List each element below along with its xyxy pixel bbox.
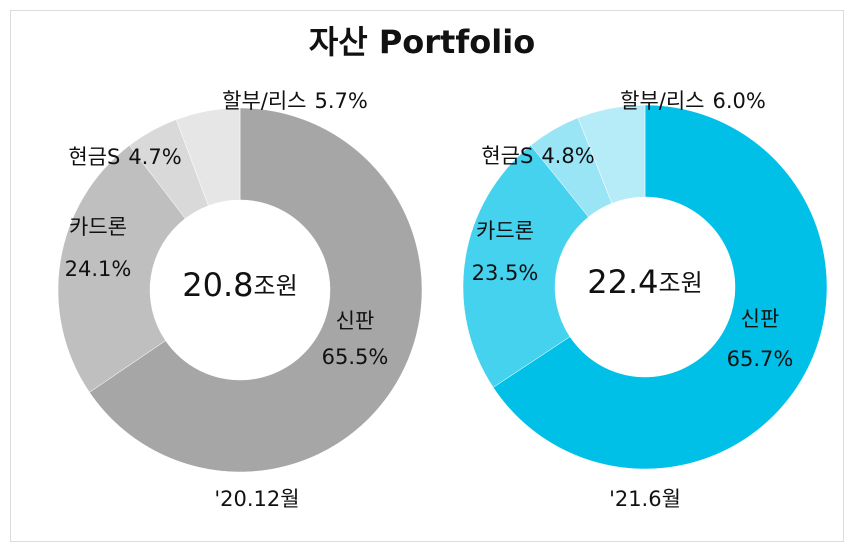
center-unit: 조원	[254, 272, 298, 300]
segment-name: 신판	[336, 309, 375, 333]
segment-name: 할부/리스	[620, 89, 704, 113]
chart-caption: '20.12월	[214, 487, 299, 511]
segment-label: 할부/리스 5.7%	[222, 89, 368, 113]
donut-segment	[492, 104, 828, 470]
donut-segment	[462, 144, 589, 388]
chart-title: 자산 Portfolio	[309, 23, 535, 61]
segment-name: 신판	[741, 307, 780, 331]
segment-name: 현금S	[68, 145, 120, 169]
segment-label: 현금S 4.7%	[68, 145, 181, 169]
segment-value: 5.7%	[315, 89, 368, 113]
chart-caption: '21.6월	[609, 487, 681, 511]
segment-value: 6.0%	[713, 89, 766, 113]
segment-value: 65.5%	[322, 345, 389, 369]
segment-value: 4.8%	[541, 144, 594, 168]
segment-label: 현금S 4.8%	[481, 144, 594, 168]
frame	[10, 10, 844, 542]
center-total: 20.8	[182, 266, 253, 304]
segment-value: 4.7%	[128, 145, 181, 169]
center-label: 20.8조원	[182, 266, 297, 304]
donut-segment	[175, 107, 241, 207]
center-unit: 조원	[659, 269, 703, 297]
donut-segment	[89, 107, 423, 473]
donut-segment	[577, 104, 646, 204]
segment-name: 현금S	[481, 144, 533, 168]
segment-name: 카드론	[69, 215, 127, 239]
segment-label: 할부/리스 6.0%	[620, 89, 766, 113]
donut-segment	[57, 145, 186, 393]
center-total: 22.4	[587, 263, 658, 301]
segment-name: 카드론	[476, 219, 534, 243]
segment-name: 할부/리스	[222, 89, 306, 113]
segment-value: 23.5%	[472, 261, 539, 285]
segment-value: 65.7%	[727, 347, 794, 371]
segment-value: 24.1%	[65, 257, 132, 281]
center-label: 22.4조원	[587, 263, 702, 301]
